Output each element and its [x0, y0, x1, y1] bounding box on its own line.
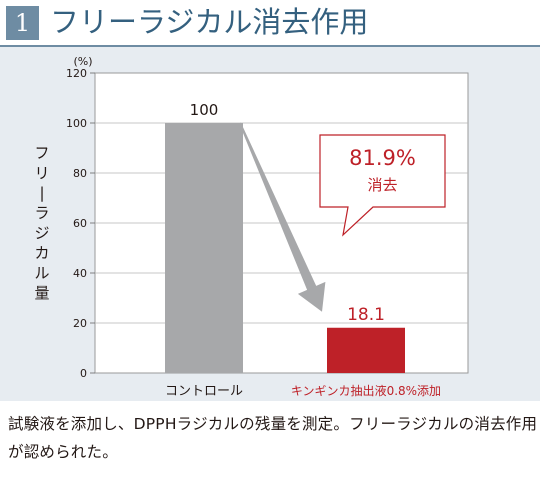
y-axis-label-char: リ — [34, 164, 49, 182]
y-tick-label: 40 — [73, 267, 87, 280]
callout-value: 81.9% — [349, 146, 416, 170]
y-unit-label: (%) — [73, 55, 92, 68]
reduction-callout: 81.9% 消去 — [319, 134, 446, 237]
bar — [327, 327, 405, 373]
y-tick-label: 0 — [80, 367, 87, 380]
header-divider — [0, 45, 540, 47]
chart-panel: 0 20 40 60 80 100 120 (%) フリ | ラジカル量 100 18.1 コント… — [0, 47, 540, 401]
y-tick-label: 120 — [66, 67, 87, 80]
y-axis-label-char: フ — [34, 144, 49, 162]
bars — [165, 123, 405, 373]
caption-text: 試験液を添加し、DPPHラジカルの残量を測定。フリーラジカルの消去作用が認められ… — [8, 415, 538, 461]
y-tick-label: 20 — [73, 317, 87, 330]
category-label: コントロール — [165, 384, 243, 399]
page-title: フリーラジカル消去作用 — [50, 5, 369, 39]
section-number: 1 — [6, 6, 39, 40]
y-tick-label: 80 — [73, 167, 87, 180]
y-axis-label-char: ジ — [34, 224, 49, 242]
y-axis-label-char: カ — [34, 244, 49, 262]
y-axis-label-char: | — [39, 184, 44, 202]
decrease-arrow — [239, 122, 326, 312]
y-axis-label-char: 量 — [34, 284, 49, 302]
bar — [165, 123, 243, 373]
y-tick-labels: 0 20 40 60 80 100 120 — [66, 67, 87, 380]
bar-value-label: 18.1 — [347, 305, 385, 325]
category-labels: コントロール キンギンカ抽出液0.8%添加 — [165, 383, 441, 399]
page-header: 1 フリーラジカル消去作用 — [0, 0, 540, 44]
y-axis-label-char: ル — [34, 264, 49, 282]
y-axis-label-char: ラ — [34, 204, 49, 222]
y-tick-label: 60 — [73, 217, 87, 230]
arrow-shape — [239, 122, 326, 312]
callout-box — [319, 134, 446, 237]
category-label: キンギンカ抽出液0.8%添加 — [291, 383, 441, 398]
bar-value-label: 100 — [190, 101, 219, 119]
data-labels: 100 18.1 — [190, 101, 385, 325]
callout-label: 消去 — [367, 176, 397, 194]
y-tick-label: 100 — [66, 117, 87, 130]
